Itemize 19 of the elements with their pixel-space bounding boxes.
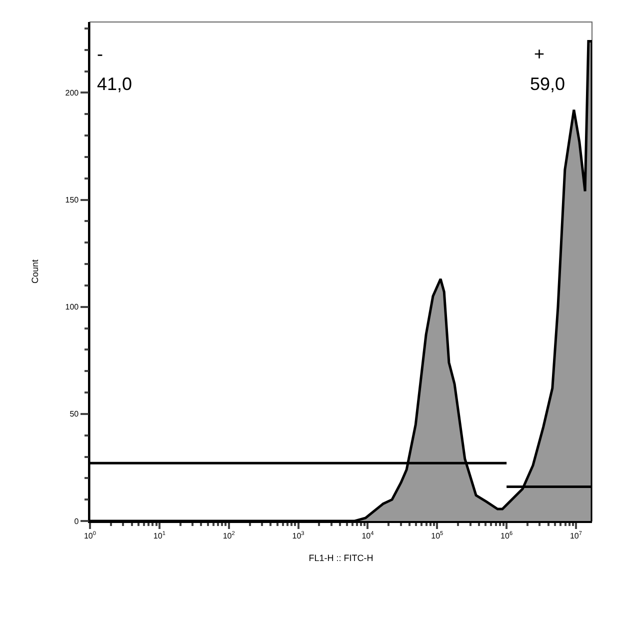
annotation: + — [534, 44, 545, 64]
x-tick-label: 10$^{7}$ — [570, 531, 582, 541]
annotation: 41,0 — [97, 74, 132, 94]
annotation: - — [97, 44, 103, 64]
x-tick-label: 10$^{5}$ — [431, 531, 444, 541]
x-tick-label: 10$^{6}$ — [500, 531, 513, 541]
y-tick-label: 0 — [74, 516, 80, 526]
y-tick-label: 200 — [65, 88, 80, 98]
x-tick-label: 10$^{3}$ — [292, 531, 304, 541]
annotation: 59,0 — [530, 74, 566, 94]
y-tick-label: 100 — [65, 302, 80, 312]
x-axis-title: FL1-H :: FITC-H — [308, 552, 374, 563]
x-tick-label: 10$^{2}$ — [222, 531, 235, 541]
y-tick-label: 150 — [65, 196, 80, 205]
y-tick-label: 50 — [70, 410, 80, 419]
x-tick-label: 10$^{4}$ — [362, 531, 374, 541]
y-axis-title: Count — [30, 259, 40, 284]
x-tick-label: 10$^{0}$ — [84, 531, 96, 541]
x-tick-label: 10$^{1}$ — [153, 531, 166, 541]
